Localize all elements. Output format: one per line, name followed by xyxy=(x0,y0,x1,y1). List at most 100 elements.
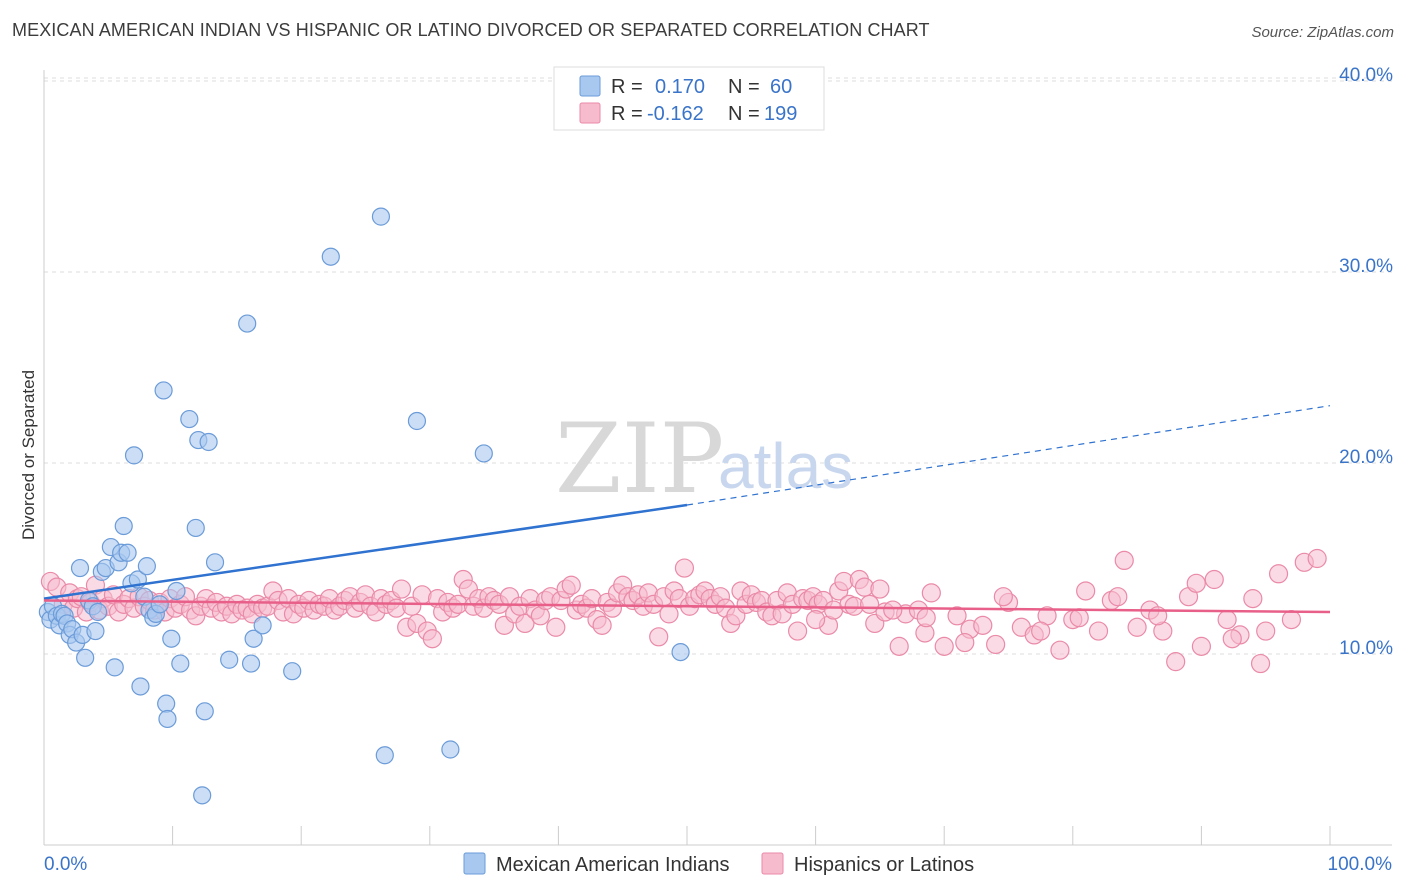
point-mexican-american-indians xyxy=(171,654,190,673)
y-tick-label: 40.0% xyxy=(1339,65,1393,86)
point-mexican-american-indians xyxy=(131,677,150,696)
point-mexican-american-indians xyxy=(371,207,391,226)
point-hispanics xyxy=(870,579,890,599)
point-hispanics xyxy=(659,604,679,624)
point-mexican-american-indians xyxy=(283,662,302,681)
point-mexican-american-indians xyxy=(321,247,340,266)
trend-line-blue xyxy=(43,503,688,600)
trend-line-blue-extension xyxy=(686,405,1331,506)
point-hispanics xyxy=(1250,653,1271,674)
point-mexican-american-indians xyxy=(238,314,257,333)
point-mexican-american-indians xyxy=(154,381,173,400)
point-mexican-american-indians xyxy=(407,411,427,431)
chart-source: Source: ZipAtlas.com xyxy=(1251,24,1394,41)
legend-n-value-pink: 199 xyxy=(764,103,797,125)
point-mexican-american-indians xyxy=(193,786,212,805)
point-mexican-american-indians xyxy=(118,543,137,562)
point-hispanics xyxy=(805,610,826,630)
legend-swatch-pink xyxy=(579,102,601,124)
watermark-zip: ZIP xyxy=(555,403,724,515)
x-tick-label-max: 100.0% xyxy=(1328,854,1393,875)
point-mexican-american-indians xyxy=(86,621,105,641)
y-tick-labels: 10.0% 20.0% 30.0% 40.0% xyxy=(1339,65,1393,659)
point-mexican-american-indians xyxy=(180,409,199,429)
point-hispanics xyxy=(1307,548,1327,569)
legend-top: R = 0.170 N = 60 R = -0.162 N = 199 xyxy=(553,66,825,131)
point-hispanics xyxy=(592,615,612,635)
point-hispanics xyxy=(889,636,909,656)
point-mexican-american-indians xyxy=(150,595,169,614)
legend-r-value-pink: -0.162 xyxy=(647,103,704,125)
point-mexican-american-indians xyxy=(474,444,493,463)
chart-title: MEXICAN AMERICAN INDIAN VS HISPANIC OR L… xyxy=(12,20,930,40)
point-mexican-american-indians xyxy=(253,616,272,635)
point-hispanics xyxy=(986,634,1006,655)
point-mexican-american-indians xyxy=(88,602,108,622)
point-hispanics xyxy=(1088,621,1109,641)
legend-bottom: Mexican American Indians Hispanics or La… xyxy=(463,852,974,876)
point-mexican-american-indians xyxy=(195,702,214,721)
x-tick-label-min: 0.0% xyxy=(44,854,87,875)
trend-line-pink xyxy=(43,599,1331,614)
legend-r-value-blue: 0.170 xyxy=(655,76,705,98)
point-hispanics xyxy=(921,583,941,603)
point-mexican-american-indians xyxy=(199,432,218,452)
y-axis-label: Divorced or Separated xyxy=(19,370,38,540)
point-hispanics xyxy=(993,587,1013,607)
legend-bottom-label-pink: Hispanics or Latinos xyxy=(794,854,974,876)
point-mexican-american-indians xyxy=(375,746,394,765)
watermark-atlas: atlas xyxy=(718,430,853,502)
legend-swatch-blue xyxy=(579,75,601,97)
point-hispanics xyxy=(1108,587,1128,607)
point-hispanics xyxy=(674,558,695,578)
y-tick-label: 30.0% xyxy=(1339,256,1393,277)
point-mexican-american-indians xyxy=(105,658,124,677)
point-hispanics xyxy=(934,636,954,656)
point-hispanics xyxy=(916,608,936,628)
legend-n-label-blue: N = xyxy=(728,76,760,98)
point-hispanics xyxy=(1217,610,1237,630)
point-hispanics xyxy=(955,632,975,653)
point-mexican-american-indians xyxy=(244,629,263,648)
point-hispanics xyxy=(391,579,412,599)
point-mexican-american-indians xyxy=(157,694,176,713)
point-mexican-american-indians xyxy=(158,709,177,729)
point-hispanics xyxy=(422,629,442,649)
point-hispanics xyxy=(1114,550,1134,571)
point-mexican-american-indians xyxy=(167,581,186,601)
point-hispanics xyxy=(1069,608,1089,628)
point-mexican-american-indians xyxy=(76,648,95,667)
point-mexican-american-indians xyxy=(241,654,261,673)
point-hispanics xyxy=(561,575,581,595)
point-mexican-american-indians xyxy=(124,446,144,465)
point-hispanics xyxy=(546,617,566,637)
point-hispanics xyxy=(883,600,903,620)
point-mexican-american-indians xyxy=(137,557,156,576)
point-mexican-american-indians xyxy=(220,650,239,669)
legend-r-label-blue: R = xyxy=(611,76,643,98)
grid-layer xyxy=(44,77,1392,655)
legend-r-label-pink: R = xyxy=(611,103,643,125)
legend-bottom-label-blue: Mexican American Indians xyxy=(496,854,729,876)
point-hispanics xyxy=(973,615,993,635)
point-hispanics xyxy=(1268,564,1289,584)
point-hispanics xyxy=(649,627,669,647)
point-hispanics xyxy=(1243,589,1263,609)
point-hispanics xyxy=(1166,652,1186,672)
point-hispanics xyxy=(1050,640,1070,660)
point-hispanics xyxy=(1076,581,1096,601)
point-hispanics xyxy=(1186,573,1206,593)
legend-n-value-blue: 60 xyxy=(770,76,792,98)
point-hispanics xyxy=(787,621,808,641)
point-hispanics xyxy=(947,606,967,626)
point-hispanics xyxy=(1256,621,1276,641)
point-mexican-american-indians xyxy=(114,516,133,536)
point-hispanics xyxy=(515,613,535,634)
x-ticks xyxy=(43,826,1331,845)
legend-bottom-swatch-pink xyxy=(761,852,784,875)
legend-bottom-swatch-blue xyxy=(463,852,486,875)
legend-n-label-pink: N = xyxy=(728,103,760,125)
point-hispanics xyxy=(1281,610,1302,630)
point-mexican-american-indians xyxy=(441,740,460,759)
